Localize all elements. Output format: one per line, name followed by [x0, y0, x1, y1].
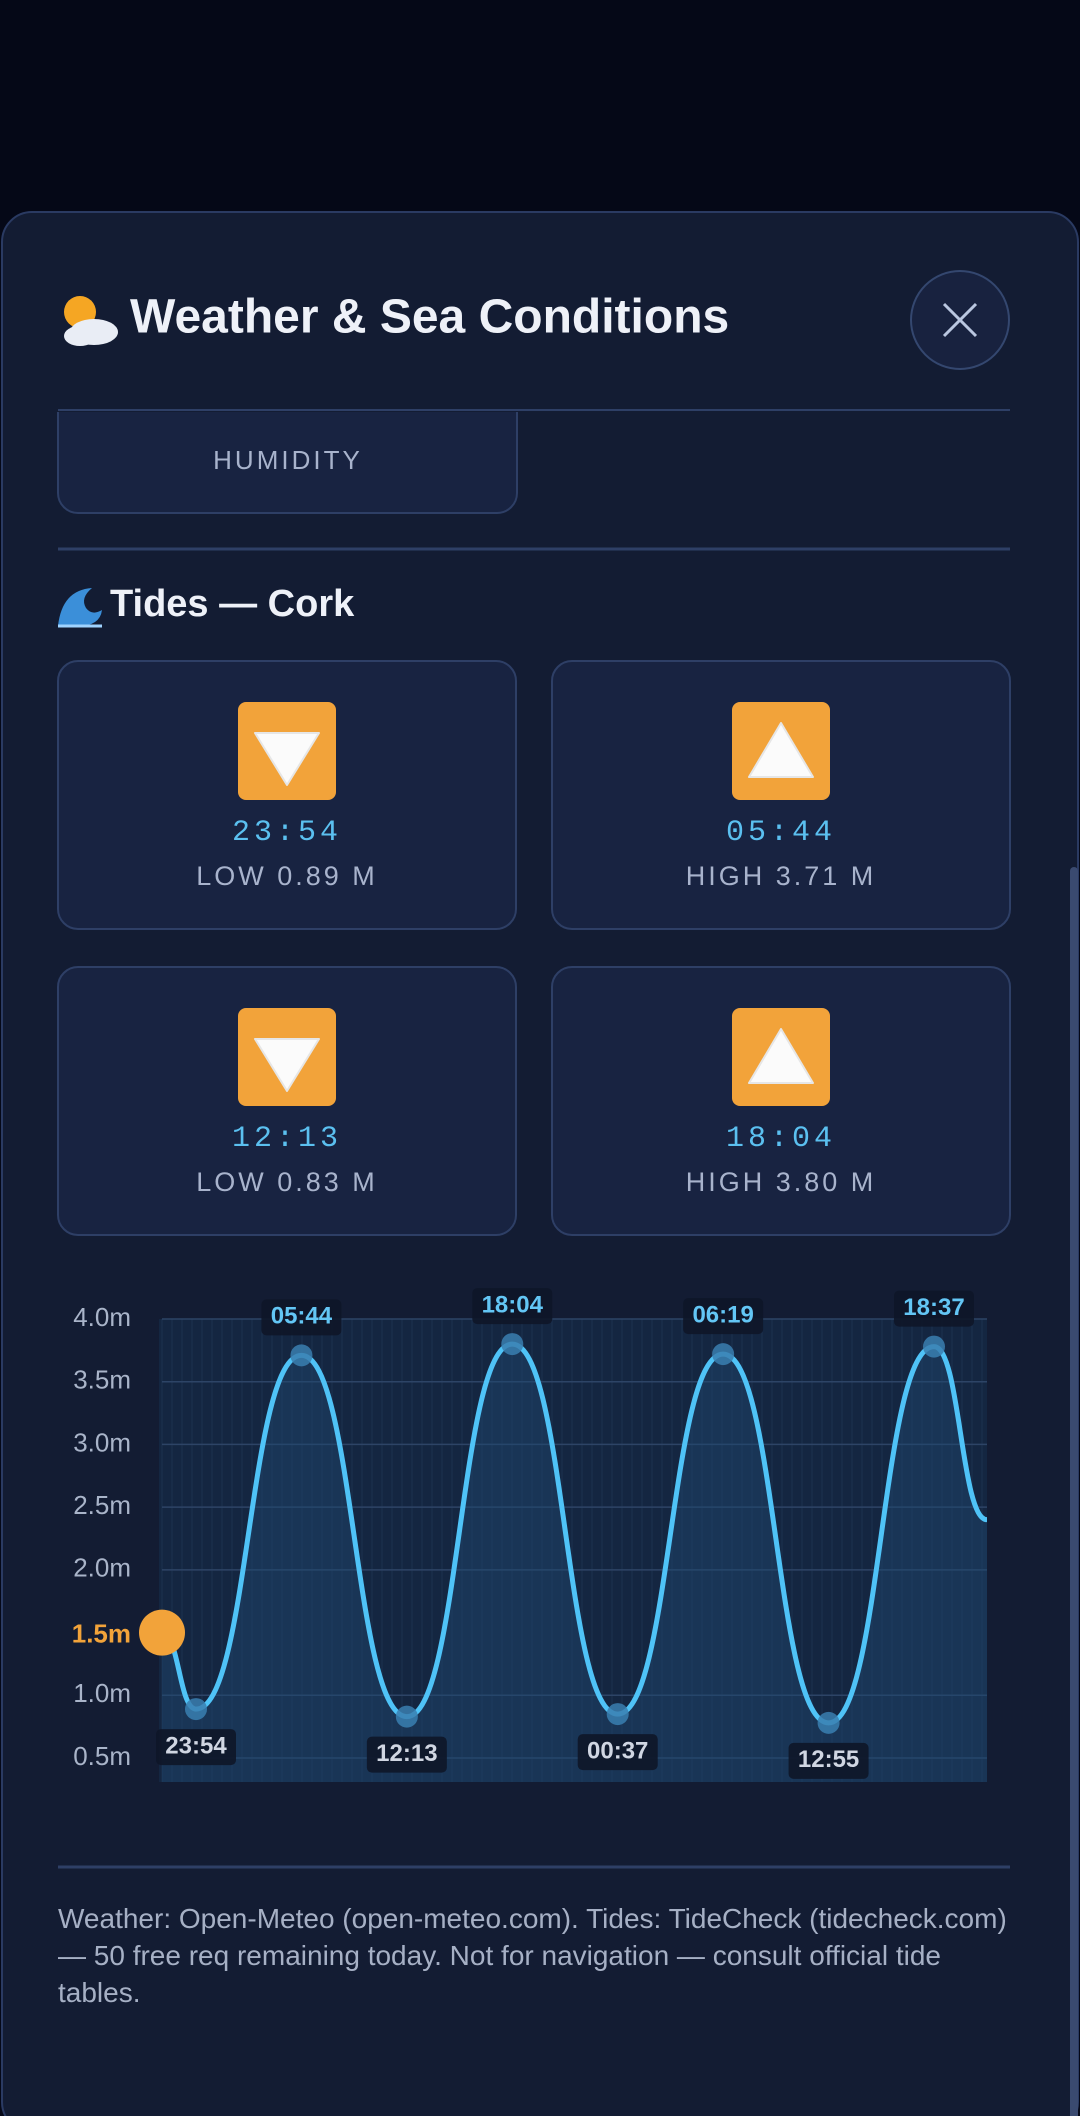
time-badge: [683, 1298, 764, 1335]
tide-time: 12:13: [232, 1122, 342, 1156]
time-label: 18:04: [482, 1291, 544, 1318]
y-tick-label: 0.5m: [73, 1741, 131, 1771]
humidity-card: [57, 412, 518, 514]
tide-point: [923, 1335, 945, 1358]
tide-point: [501, 1333, 524, 1356]
tide-time: 05:44: [726, 816, 836, 850]
time-badge: [788, 1742, 869, 1779]
tide-arrow: [254, 1038, 320, 1092]
backdrop: [0, 0, 1080, 212]
tide-point: [606, 1703, 629, 1726]
tide-point: [712, 1343, 735, 1366]
current-level-dot: [139, 1609, 185, 1656]
time-label: 12:55: [798, 1746, 859, 1773]
time-badge: [366, 1736, 447, 1773]
y-tick-label: 3.5m: [73, 1365, 131, 1395]
tide-label: HIGH 3.80 M: [686, 1167, 877, 1197]
y-tick-label: 4.0m: [73, 1302, 131, 1332]
time-label: 00:37: [587, 1737, 648, 1764]
wave-icon: [58, 588, 102, 628]
weather-icon: [64, 296, 118, 346]
time-label: 06:19: [692, 1301, 753, 1328]
tide-label: LOW 0.83 M: [196, 1167, 378, 1197]
tide-area: [162, 1344, 987, 1782]
tide-point: [185, 1698, 207, 1721]
tide-arrow: [748, 722, 814, 778]
panel-title: Weather & Sea Conditions: [130, 291, 729, 344]
tide-point: [395, 1705, 418, 1728]
tide-time: 18:04: [726, 1122, 836, 1156]
time-badge: [472, 1288, 553, 1325]
time-label: 05:44: [271, 1303, 333, 1330]
tide-label: LOW 0.89 M: [196, 861, 378, 891]
time-label: 23:54: [165, 1732, 227, 1759]
tide-arrow: [748, 1028, 814, 1084]
tide-point: [817, 1711, 840, 1734]
humidity-label: HUMIDITY: [213, 445, 363, 475]
current-level-label: 1.5m: [72, 1618, 131, 1648]
tide-line: [161, 1341, 988, 1726]
time-label: 12:13: [376, 1740, 437, 1767]
tide-point: [290, 1344, 313, 1367]
tide-time: 23:54: [232, 816, 342, 850]
y-tick-label: 2.0m: [73, 1553, 131, 1583]
y-tick-label: 1.0m: [73, 1678, 131, 1708]
y-tick-label: 2.5m: [73, 1490, 131, 1520]
time-badge: [261, 1299, 342, 1336]
tide-arrow: [254, 732, 320, 786]
footer-note: Weather: Open-Meteo (open-meteo.com). Ti…: [58, 1903, 1007, 2008]
time-badge: [577, 1734, 658, 1771]
time-badge: [156, 1729, 236, 1766]
time-label: 18:37: [903, 1294, 964, 1321]
tides-title: Tides — Cork: [110, 583, 355, 625]
tide-label: HIGH 3.71 M: [686, 861, 877, 891]
time-badge: [894, 1290, 974, 1327]
close-button[interactable]: [910, 270, 1010, 370]
y-tick-label: 3.0m: [73, 1427, 131, 1457]
